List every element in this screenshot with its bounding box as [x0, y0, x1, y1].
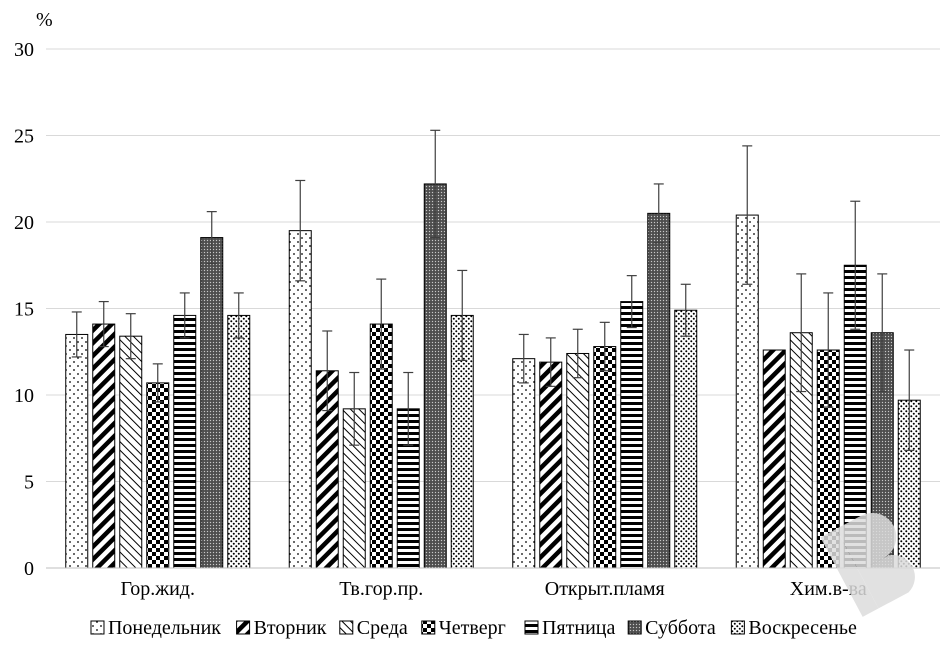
error-bar [599, 321, 610, 372]
y-tick-label: 5 [24, 472, 34, 494]
error-bar [572, 328, 583, 379]
bar [762, 349, 786, 569]
error-bar [206, 211, 217, 265]
bar [119, 335, 143, 569]
y-tick-label: 10 [14, 385, 34, 407]
bar [227, 314, 251, 569]
x-tick-label: Гор.жид. [120, 578, 195, 600]
error-bar [98, 300, 109, 348]
error-bar [850, 200, 861, 330]
error-bar [626, 275, 637, 329]
error-bar [823, 292, 834, 408]
legend-swatch [421, 620, 436, 635]
bar [423, 183, 447, 569]
legend-item: Вторник [236, 617, 327, 639]
legend-item: Суббота [627, 617, 716, 639]
error-bar [680, 283, 691, 337]
bar [92, 323, 116, 569]
bars [65, 183, 921, 569]
legend-label: Вторник [254, 617, 327, 639]
error-bar [179, 292, 190, 339]
error-bar [653, 183, 664, 244]
error-bar [457, 269, 468, 361]
bar [620, 301, 644, 569]
x-tick-label: Открыт.пламя [545, 578, 665, 600]
x-tick-label: Тв.гор.пр. [339, 578, 423, 600]
y-axis-label: % [36, 9, 53, 31]
y-tick-label: 0 [24, 558, 34, 580]
error-bars [71, 129, 915, 451]
legend-item: Понедельник [90, 617, 221, 639]
error-bar [125, 313, 136, 360]
legend-swatch [339, 620, 354, 635]
bar [512, 358, 536, 569]
error-bar [376, 278, 387, 370]
error-bar [742, 145, 753, 285]
bar [647, 212, 671, 569]
bar [173, 314, 197, 569]
error-bar [152, 363, 163, 403]
legend-item: Четверг [421, 617, 506, 639]
bar [146, 382, 170, 569]
y-tick-label: 25 [14, 126, 34, 148]
error-bar [349, 371, 360, 446]
legend-label: Воскресенье [748, 617, 857, 639]
x-tick-label: Хим.в-ва [790, 578, 867, 600]
legend-swatch [730, 620, 745, 635]
y-tick-label: 15 [14, 299, 34, 321]
legend-swatch [236, 620, 251, 635]
bar [200, 237, 224, 569]
legend-item: Среда [339, 617, 408, 639]
legend-label: Четверг [439, 617, 506, 639]
error-bar [877, 273, 888, 393]
x-axis-ticks: Гор.жид. Тв.гор.пр. Открыт.пламя Хим.в-ва [120, 578, 866, 600]
error-bar [322, 330, 333, 412]
y-tick-label: 30 [14, 39, 34, 61]
error-bar [403, 371, 414, 446]
bar [674, 309, 698, 569]
legend-item: Пятница [524, 617, 615, 639]
legend-label: Понедельник [108, 617, 221, 639]
bar [539, 361, 563, 569]
legend-label: Пятница [542, 617, 615, 639]
bar [593, 346, 617, 569]
legend-item: Воскресенье [730, 617, 857, 639]
error-bar [295, 179, 306, 282]
error-bar [233, 292, 244, 339]
legend-label: Среда [357, 617, 408, 639]
legend-swatch [524, 620, 539, 635]
legend: Понедельник Вторник Среда Четверг Пятница Суб… [90, 617, 857, 639]
bar [65, 333, 89, 569]
error-bar [545, 337, 556, 387]
error-bar [71, 311, 82, 358]
error-bar [904, 349, 915, 451]
error-bar [518, 333, 529, 384]
legend-label: Суббота [645, 617, 716, 639]
y-tick-label: 20 [14, 212, 34, 234]
y-axis-ticks: 0 5 10 15 20 25 30 [14, 39, 34, 580]
bar [566, 352, 590, 569]
legend-swatch [627, 620, 642, 635]
error-bar [430, 129, 441, 239]
error-bar [796, 273, 807, 393]
legend-swatch [90, 620, 105, 635]
